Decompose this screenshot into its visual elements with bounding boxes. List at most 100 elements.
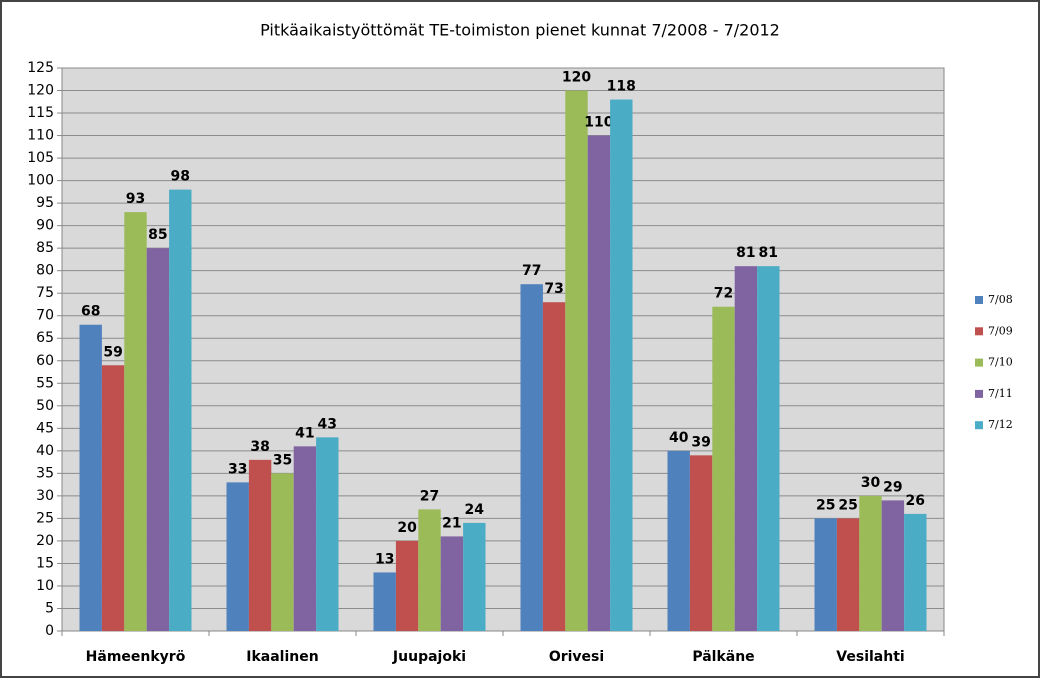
- value-label: 59: [103, 344, 122, 360]
- y-tick-label: 105: [27, 150, 54, 166]
- y-tick-label: 90: [36, 218, 54, 234]
- value-label: 85: [148, 227, 167, 243]
- bar: [316, 437, 339, 631]
- value-label: 25: [838, 497, 857, 513]
- value-label: 41: [295, 425, 314, 441]
- value-label: 110: [584, 115, 613, 131]
- value-label: 29: [883, 479, 902, 495]
- value-label: 39: [691, 434, 710, 450]
- value-label: 118: [607, 79, 636, 95]
- y-tick-label: 100: [27, 173, 54, 189]
- bar: [734, 266, 758, 631]
- value-label: 120: [562, 70, 591, 86]
- y-tick-label: 80: [36, 263, 54, 279]
- value-label: 81: [759, 245, 778, 261]
- plot-area: [61, 67, 945, 632]
- y-tick-label: 85: [36, 240, 54, 256]
- legend-swatch: [975, 421, 983, 430]
- value-label: 98: [171, 169, 190, 185]
- value-label: 30: [861, 475, 881, 491]
- bar: [124, 212, 147, 632]
- value-label: 26: [906, 493, 925, 509]
- bar: [689, 455, 713, 631]
- bar: [610, 99, 633, 631]
- value-label: 81: [736, 245, 755, 261]
- y-tick-label: 35: [36, 465, 54, 481]
- legend-label: 7/12: [988, 418, 1013, 431]
- y-tick-label: 45: [36, 420, 54, 436]
- value-label: 43: [318, 416, 337, 432]
- y-tick-label: 50: [36, 398, 54, 414]
- chart-title: Pitkäaikaistyöttömät TE-toimiston pienet…: [260, 21, 780, 40]
- y-tick-label: 20: [36, 533, 54, 549]
- bar: [667, 450, 690, 631]
- x-tick-label: Ikaalinen: [246, 649, 318, 665]
- y-tick-label: 125: [27, 60, 54, 76]
- bar: [440, 536, 464, 631]
- bar: [146, 248, 170, 631]
- y-tick-label: 55: [36, 375, 54, 391]
- bar: [904, 513, 927, 631]
- x-tick-label: Pälkäne: [692, 649, 754, 665]
- legend-label: 7/08: [988, 293, 1013, 306]
- bar: [712, 306, 735, 631]
- bar: [418, 509, 441, 631]
- value-label: 33: [228, 461, 247, 477]
- bar: [293, 446, 317, 631]
- bar: [814, 518, 837, 631]
- bar: [587, 135, 611, 631]
- value-label: 40: [669, 430, 689, 446]
- bar: [271, 473, 294, 631]
- x-tick-label: Hämeenkyrö: [86, 649, 186, 665]
- y-tick-label: 10: [36, 578, 54, 594]
- value-label: 25: [816, 497, 835, 513]
- bar: [79, 324, 102, 631]
- value-label: 27: [420, 488, 439, 504]
- y-tick-label: 25: [36, 510, 54, 526]
- value-label: 72: [714, 286, 733, 302]
- bar: [101, 365, 125, 631]
- legend-swatch: [975, 358, 983, 367]
- value-label: 35: [273, 452, 292, 468]
- legend-label: 7/09: [988, 324, 1013, 337]
- x-tick-label: Juupajoki: [392, 649, 466, 665]
- value-label: 77: [522, 263, 541, 279]
- y-tick-label: 65: [36, 330, 54, 346]
- y-tick-label: 5: [45, 600, 54, 616]
- value-label: 68: [81, 304, 100, 320]
- value-label: 13: [375, 551, 394, 567]
- y-tick-label: 30: [36, 488, 54, 504]
- bar: [881, 500, 905, 631]
- bar: [395, 540, 419, 631]
- bar: [520, 284, 543, 631]
- y-tick-label: 115: [27, 105, 54, 121]
- value-label: 20: [397, 520, 417, 536]
- value-label: 24: [465, 502, 485, 518]
- y-tick-label: 110: [27, 128, 54, 144]
- bar: [565, 90, 588, 631]
- y-tick-label: 15: [36, 555, 54, 571]
- legend-swatch: [975, 327, 983, 336]
- y-tick-label: 120: [27, 83, 54, 99]
- bar: [757, 266, 780, 631]
- y-tick-label: 0: [45, 623, 54, 639]
- bar: [373, 572, 396, 631]
- value-label: 21: [442, 515, 461, 531]
- legend-label: 7/10: [988, 356, 1013, 369]
- y-tick-label: 70: [36, 308, 54, 324]
- bar: [169, 189, 192, 631]
- legend-label: 7/11: [988, 387, 1013, 400]
- y-tick-label: 95: [36, 195, 54, 211]
- value-label: 38: [250, 439, 269, 455]
- bar: [248, 459, 272, 631]
- bar: [836, 518, 860, 631]
- y-tick-label: 40: [36, 443, 54, 459]
- value-label: 73: [544, 281, 563, 297]
- bar: [226, 482, 249, 631]
- value-label: 93: [126, 191, 145, 207]
- x-tick-label: Vesilahti: [836, 649, 904, 665]
- y-tick-label: 60: [36, 353, 54, 369]
- y-tick-label: 75: [36, 285, 54, 301]
- bar: [463, 522, 486, 631]
